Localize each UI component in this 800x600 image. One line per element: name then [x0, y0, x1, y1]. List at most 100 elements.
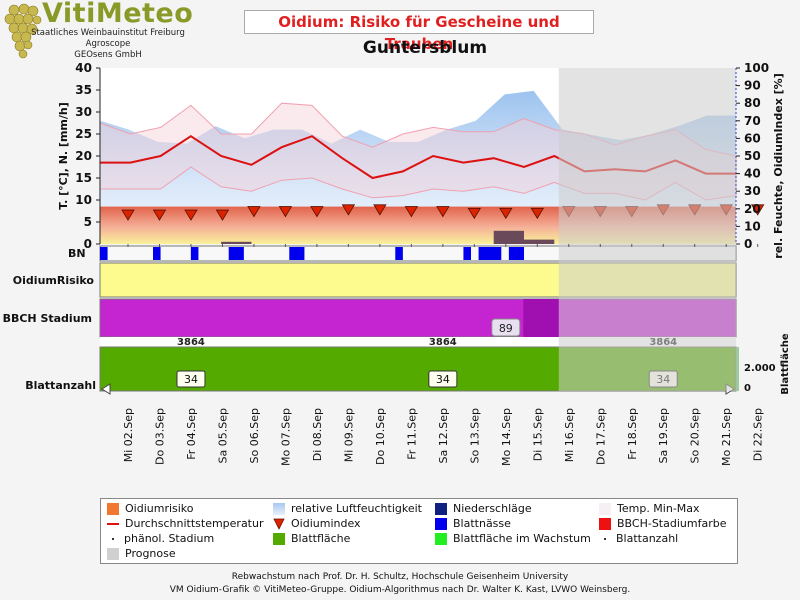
leaf-count-value: 34 [184, 373, 198, 386]
blue-gradient-swatch-icon [273, 502, 285, 515]
oidiumindex-marker [247, 206, 261, 218]
y-right-tick-label: 70 [744, 114, 761, 128]
legend-label: Niederschläge [453, 502, 532, 515]
red-triangle-icon [273, 518, 285, 530]
x-tick-label: Di 15.Sep [531, 408, 544, 461]
leaf-wetness-bar [100, 247, 108, 260]
x-tick-label: Mo 07.Sep [279, 408, 292, 466]
leaf-wetness-bar [228, 247, 244, 260]
leaf-wetness-bar [153, 247, 161, 260]
leaf-wetness-bar [289, 247, 305, 260]
y-right-tick-label: 40 [744, 167, 761, 181]
legend-item-leafarea-growth: Blattfläche im Wachstum [435, 532, 591, 545]
oidiumindex-marker [341, 204, 356, 216]
x-tick-label: Fr 18.Sep [626, 408, 639, 460]
legend-label: Blattfläche [291, 532, 351, 545]
legend-item-precip: Niederschläge [435, 502, 532, 515]
x-tick-label: Fr 04.Sep [185, 408, 198, 460]
legend-label: Temp. Min-Max [617, 502, 700, 515]
legend-label: BBCH-Stadiumfarbe [617, 517, 727, 530]
leaf-count-value: 34 [436, 373, 450, 386]
bbch-value-box [491, 318, 521, 337]
light-swatch-icon [599, 502, 611, 515]
leaf-wetness-bar [395, 247, 403, 260]
dot-icon [604, 537, 606, 540]
x-tick-label: Di 08.Sep [311, 408, 324, 461]
legend-item-bbch-color: BBCH-Stadiumfarbe [599, 517, 726, 530]
legend-item-temp-minmax: Temp. Min-Max [599, 502, 700, 515]
red-swatch-icon [599, 517, 611, 530]
bbch-stage-change [523, 299, 559, 337]
precip-bar [493, 230, 524, 244]
leaf-area-axis-label: Blattfläche [780, 333, 791, 395]
y-right-axis-label: rel. Feuchte, OidiumIndex [%] [772, 73, 785, 258]
legend-label: relative Luftfeuchtigkeit [291, 502, 422, 515]
chart-title: Oidium: Risiko für Gescheine und Trauben [244, 10, 594, 53]
x-tick-label: Do 17.Sep [594, 408, 607, 465]
y-right-tick-label: 80 [744, 96, 761, 110]
y-right-tick-label: 0 [744, 237, 752, 251]
logo-line-3: GEOsens GmbH [74, 50, 142, 60]
scroll-left-icon [101, 383, 111, 395]
legend-label: Blattfläche im Wachstum [453, 532, 591, 545]
y-right-tick-label: 50 [744, 149, 761, 163]
row-label-leaf: Blattanzahl [25, 379, 96, 392]
legend-label: Oidiumrisiko [125, 502, 194, 515]
oidiumindex-marker [184, 209, 198, 221]
prognosis-overlay [558, 68, 736, 391]
legend-item-humidity: relative Luftfeuchtigkeit [273, 502, 422, 515]
x-tick-label: Mo 14.Sep [500, 408, 513, 466]
x-tick-label: So 20.Sep [689, 408, 702, 463]
leaf-area-value: 3864 [177, 337, 205, 348]
legend-item-leafarea: Blattfläche [273, 532, 350, 545]
leaf-area-tick-label: 0 [744, 383, 751, 394]
y-left-axis-label: T. [°C], N. [mm/h] [57, 102, 70, 210]
y-left-tick-label: 30 [75, 105, 92, 119]
legend: Oidiumrisiko relative Luftfeuchtigkeit N… [100, 498, 738, 564]
legend-item-leafcount: Blattanzahl [599, 532, 678, 545]
lime-swatch-icon [435, 532, 447, 545]
logo-line-2: Agroscope [85, 39, 131, 49]
legend-label: Oidiumindex [291, 517, 361, 530]
legend-item-phenol: phänol. Stadium [107, 532, 214, 545]
oidiumindex-marker [467, 207, 482, 220]
leaf-wetness-bar [463, 247, 471, 260]
legend-label: phänol. Stadium [124, 532, 215, 545]
legend-item-oidiumindex: Oidiumindex [273, 517, 361, 530]
oidiumindex-marker [121, 209, 135, 221]
footer-credit-2: VM Oidium-Grafik © VitiMeteo-Gruppe. Oid… [169, 585, 631, 595]
oidiumindex-marker [373, 204, 387, 216]
y-left-tick-label: 35 [75, 83, 92, 97]
y-right-tick-label: 30 [744, 184, 761, 198]
leaf-count-box [176, 370, 206, 388]
y-right-tick-label: 90 [744, 79, 761, 93]
legend-label: Durchschnittstemperatur [125, 517, 264, 530]
y-right-tick-label: 100 [744, 61, 769, 75]
x-tick-label: Do 10.Sep [374, 408, 387, 465]
x-tick-label: Mi 09.Sep [342, 408, 355, 462]
oidiumindex-marker [152, 209, 167, 221]
x-tick-label: Fr 11.Sep [405, 408, 418, 460]
leaf-wetness-bar [508, 247, 524, 260]
oidiumindex-marker [499, 207, 513, 220]
y-right-tick-label: 10 [744, 219, 761, 233]
y-left-tick-label: 0 [84, 237, 92, 251]
legend-item-oidiumrisiko: Oidiumrisiko [107, 502, 194, 515]
row-label-bbch: BBCH Stadium [3, 312, 92, 325]
logo-line-1: Staatliches Weinbauinstitut Freiburg [31, 28, 185, 38]
legend-item-prognose: Prognose [107, 547, 176, 560]
grey-swatch-icon [107, 547, 119, 560]
legend-item-avg-temp: Durchschnittstemperatur [107, 517, 264, 530]
oidiumindex-marker [310, 206, 324, 218]
x-tick-label: So 06.Sep [248, 408, 261, 463]
logo-name: VitiMeteo [42, 0, 194, 29]
leaf-count-box [428, 370, 458, 388]
location-title: Guntersblum [362, 38, 488, 58]
x-tick-label: So 13.Sep [468, 408, 481, 463]
oidiumindex-marker [215, 209, 230, 221]
oidiumindex-marker [530, 207, 545, 220]
x-tick-label: Mo 21.Sep [720, 408, 733, 466]
legend-label: Blattanzahl [616, 532, 679, 545]
bbch-value: 89 [499, 322, 513, 335]
